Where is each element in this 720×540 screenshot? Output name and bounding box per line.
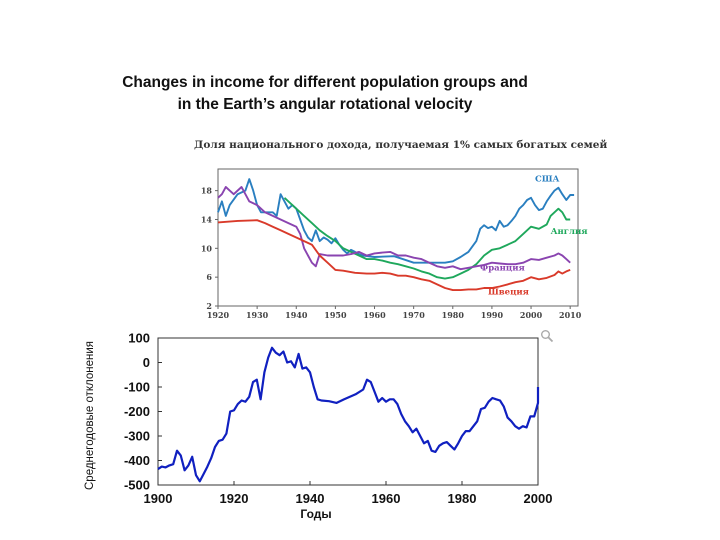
bottom-chart-x-axis-label: Годы xyxy=(300,507,331,521)
bottom-chart-y-tick-label: -500 xyxy=(124,478,150,493)
top-chart-series-line-2 xyxy=(217,186,571,271)
bottom-chart-y-tick-label: 0 xyxy=(143,355,150,370)
top-chart-y-tick-label: 2 xyxy=(206,301,212,311)
top-chart-x-tick-label: 1930 xyxy=(246,310,269,320)
slide-title-line-1: Changes in income for different populati… xyxy=(122,74,528,91)
bottom-chart-y-tick-label: -200 xyxy=(124,404,150,419)
top-chart-series-line-0 xyxy=(217,178,575,264)
top-chart-x-tick-label: 1960 xyxy=(363,310,386,320)
bottom-chart-x-tick-label: 1960 xyxy=(372,491,401,506)
bottom-chart-x-tick-label: 1900 xyxy=(144,491,173,506)
top-chart-series-line-3 xyxy=(217,219,571,292)
bottom-chart-y-tick-label: -100 xyxy=(124,380,150,395)
top-chart-series-label-2: Франция xyxy=(480,264,525,274)
top-chart-series-line-1 xyxy=(283,197,571,280)
bottom-chart-x-tick-label: 1980 xyxy=(448,491,477,506)
bottom-chart-y-tick-label: 100 xyxy=(128,331,150,346)
bottom-chart-x-tick-label: 1940 xyxy=(296,491,325,506)
top-chart-x-tick-label: 1950 xyxy=(324,310,347,320)
bottom-chart-y-axis-label: Среднегодовые отклонения xyxy=(84,341,96,490)
zoom-icon[interactable] xyxy=(540,329,554,343)
bottom-chart-x-tick-label: 1920 xyxy=(220,491,249,506)
top-chart-series-label-3: Швеция xyxy=(488,287,529,297)
top-chart-title: Доля национального дохода, получаемая 1%… xyxy=(194,139,608,151)
top-chart-frame xyxy=(217,168,579,307)
bottom-chart-x-tick-label: 2000 xyxy=(524,491,553,506)
top-chart-x-tick-label: 1980 xyxy=(442,310,465,320)
top-chart-income-share: 1920 1930 1940 1950 1960 1970 1980 1990 2000 2010… xyxy=(201,168,588,320)
top-chart-y-tick-label: 10 xyxy=(201,243,213,253)
bottom-chart-series-line-0 xyxy=(157,346,540,483)
bottom-chart-rotation-deviation: 1900 1920 1940 1960 1980 2000 100 0 -100 -200 -300… xyxy=(84,331,553,522)
top-chart-x-tick-label: 1990 xyxy=(481,310,504,320)
top-chart-series-label-0: США xyxy=(535,174,560,184)
top-chart-x-tick-label: 2010 xyxy=(559,310,582,320)
top-chart-x-tick-label: 1940 xyxy=(285,310,308,320)
bottom-chart-y-tick-label: -400 xyxy=(124,453,150,468)
top-chart-y-tick-label: 18 xyxy=(201,186,213,196)
top-chart-x-tick-label: 2000 xyxy=(520,310,543,320)
top-chart-y-tick-label: 6 xyxy=(206,272,212,282)
slide-title-line-2: in the Earth’s angular rotational veloci… xyxy=(177,96,473,113)
bottom-chart-y-tick-label: -300 xyxy=(124,429,150,444)
top-chart-y-tick-label: 14 xyxy=(201,214,213,224)
top-chart-x-tick-label: 1920 xyxy=(207,310,230,320)
slide-title: Changes in income for different populati… xyxy=(60,72,590,116)
top-chart-x-tick-label: 1970 xyxy=(403,310,426,320)
top-chart-series-label-1: Англия xyxy=(551,227,588,237)
